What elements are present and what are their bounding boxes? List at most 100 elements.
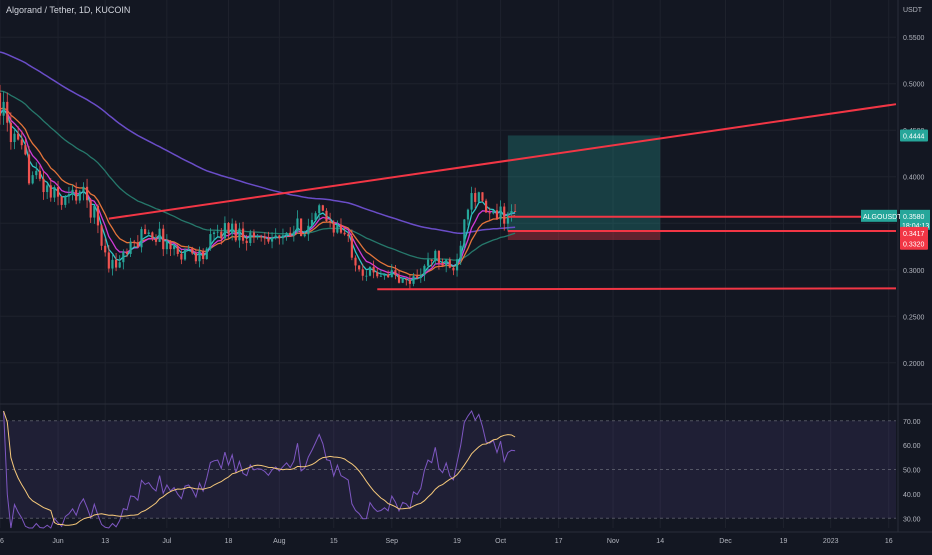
candle[interactable] [238,222,241,248]
candle[interactable] [437,250,441,270]
candle[interactable] [510,204,513,222]
candle[interactable] [140,226,143,253]
candle[interactable] [289,227,292,237]
candle[interactable] [194,248,197,264]
candle[interactable] [6,92,9,132]
candle[interactable] [307,218,310,241]
candle[interactable] [365,270,368,282]
candle[interactable] [503,203,506,231]
candle[interactable] [78,189,81,204]
candle[interactable] [416,269,419,280]
candle[interactable] [104,238,107,257]
candle[interactable] [481,192,484,203]
trendline-upper[interactable] [108,103,897,220]
candle[interactable] [129,237,132,258]
candle[interactable] [278,234,281,245]
candle[interactable] [466,208,470,226]
candle[interactable] [281,228,285,245]
candle[interactable] [376,267,379,279]
candle[interactable] [488,207,491,221]
candle[interactable] [299,218,303,237]
candle[interactable] [183,248,187,261]
candle[interactable] [455,253,459,277]
candle[interactable] [441,258,444,268]
candle[interactable] [144,224,147,235]
candle[interactable] [46,183,49,199]
candle[interactable] [310,212,314,228]
candle[interactable] [459,240,462,266]
candle[interactable] [314,211,317,221]
candle[interactable] [169,239,172,257]
candle[interactable] [13,129,16,150]
candle[interactable] [329,212,332,228]
candle[interactable] [187,245,190,251]
candle[interactable] [205,247,208,260]
candle[interactable] [321,204,324,212]
candle[interactable] [241,221,245,244]
candle[interactable] [17,126,20,141]
candle[interactable] [0,84,2,125]
candle[interactable] [343,226,346,236]
candle[interactable] [495,203,499,220]
candle[interactable] [426,252,430,271]
candle[interactable] [176,244,179,257]
candle[interactable] [499,200,502,227]
trendlines-layer[interactable] [108,103,897,291]
candle[interactable] [470,186,473,216]
candle[interactable] [430,259,433,267]
candle[interactable] [372,260,375,279]
candle[interactable] [336,220,339,234]
candle[interactable] [394,265,397,280]
candle[interactable] [82,182,85,201]
candle[interactable] [260,234,263,242]
candle[interactable] [89,198,92,223]
candle[interactable] [383,273,386,280]
candle[interactable] [477,191,480,203]
candle[interactable] [256,233,259,240]
candle[interactable] [445,259,448,273]
candle[interactable] [405,278,408,286]
candle[interactable] [125,248,129,258]
candle[interactable] [31,171,34,185]
candle[interactable] [434,249,437,266]
candle[interactable] [42,171,45,200]
candle[interactable] [133,239,136,247]
candle[interactable] [358,265,361,272]
candle[interactable] [216,224,219,237]
candle[interactable] [53,185,56,202]
candle[interactable] [361,263,364,281]
candle[interactable] [9,112,12,150]
candle[interactable] [492,210,495,215]
candle[interactable] [151,231,154,242]
candle[interactable] [318,203,321,220]
candle[interactable] [485,198,488,213]
candle[interactable] [64,194,67,208]
candle[interactable] [401,277,404,284]
trendline-support[interactable] [377,287,897,291]
candle[interactable] [100,223,103,251]
candle[interactable] [118,255,121,269]
candle[interactable] [231,218,234,241]
candle[interactable] [514,204,517,212]
candle[interactable] [408,275,411,290]
candle[interactable] [154,234,158,246]
candle[interactable] [173,243,176,256]
candle[interactable] [270,232,274,249]
candle[interactable] [292,225,295,242]
candle[interactable] [220,227,223,245]
candle[interactable] [180,250,183,265]
candle[interactable] [252,229,256,243]
candle[interactable] [274,228,277,240]
candle[interactable] [85,178,89,208]
candle[interactable] [245,234,248,251]
candle[interactable] [202,248,205,265]
candle[interactable] [350,229,353,261]
candle[interactable] [162,224,165,257]
candle[interactable] [158,221,161,243]
candle[interactable] [390,264,393,278]
candle[interactable] [136,235,139,248]
candle[interactable] [332,220,335,237]
candle[interactable] [397,269,401,284]
candle[interactable] [96,204,100,234]
candle[interactable] [354,255,357,272]
